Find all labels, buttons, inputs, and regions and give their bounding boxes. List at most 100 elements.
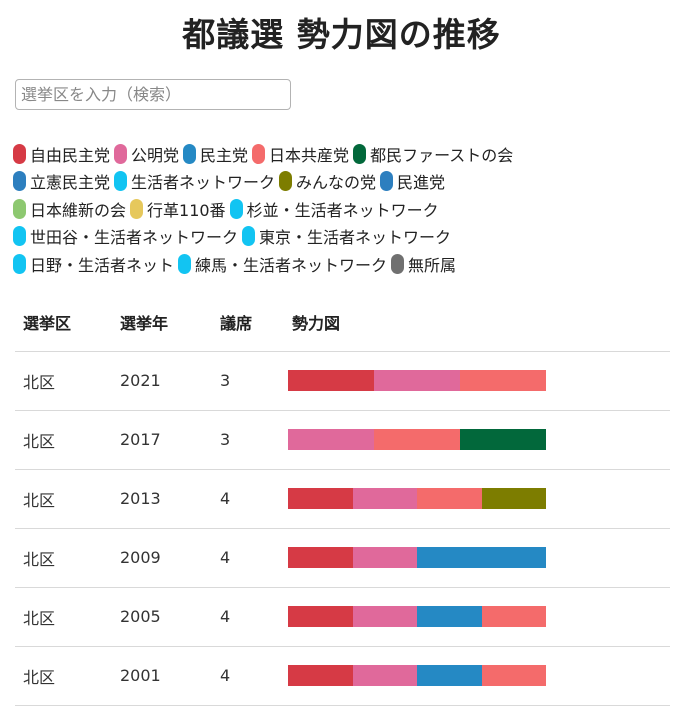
column-header-year[interactable]: 選挙年	[112, 293, 212, 352]
results-table: 選挙区 選挙年 議席 勢力図 北区 2021 3 北区 2017 3 北区 2013 4 北区 20…	[15, 293, 670, 706]
page-title: 都議選 勢力図の推移	[182, 15, 501, 54]
legend-swatch	[252, 143, 266, 164]
seat-segment	[288, 665, 353, 686]
legend-item[interactable]: 杉並・生活者ネットワーク	[229, 197, 439, 221]
seat-bar	[288, 370, 546, 391]
seat-segment	[288, 606, 353, 627]
legend-item[interactable]: 日野・生活者ネット	[13, 252, 174, 276]
district-cell: 北区	[15, 469, 112, 529]
seat-segment	[460, 429, 546, 450]
legend-label: 日野・生活者ネット	[30, 255, 175, 275]
legend-row: 世田谷・生活者ネットワーク 東京・生活者ネットワーク	[13, 223, 653, 251]
legend-label: みんなの党	[296, 173, 377, 193]
legend-swatch	[130, 198, 144, 219]
legend-swatch	[279, 171, 293, 192]
legend-item[interactable]: 都民ファーストの会	[353, 142, 513, 166]
seat-segment	[352, 665, 417, 686]
legend-item[interactable]: 民主党	[183, 142, 248, 166]
legend-swatch	[114, 143, 128, 164]
table-row: 北区 2021 3	[15, 351, 670, 411]
legend-item[interactable]: 無所属	[391, 252, 456, 276]
legend-swatch	[391, 253, 405, 274]
table-row: 北区 2005 4	[15, 587, 670, 647]
seat-segment	[417, 488, 482, 509]
seat-segment	[417, 665, 482, 686]
legend-label: 日本共産党	[269, 145, 350, 165]
power-map-cell	[284, 646, 670, 706]
legend-item[interactable]: 公明党	[114, 142, 179, 166]
legend-label: 民主党	[200, 145, 249, 165]
year-cell: 2005	[112, 587, 212, 647]
seats-cell: 4	[212, 469, 284, 529]
legend-swatch	[13, 143, 26, 164]
district-search-input[interactable]	[15, 79, 291, 110]
legend-label: 世田谷・生活者ネットワーク	[30, 228, 239, 248]
district-cell: 北区	[15, 351, 112, 411]
seat-segment	[352, 547, 417, 568]
year-cell: 2017	[112, 410, 212, 470]
legend-item[interactable]: みんなの党	[279, 169, 376, 193]
seat-segment	[288, 429, 374, 450]
seats-cell: 3	[212, 410, 284, 470]
year-cell: 2013	[112, 469, 212, 529]
table-row: 北区 2009 4	[15, 528, 670, 588]
legend-swatch	[353, 143, 367, 164]
legend-label: 都民ファーストの会	[370, 145, 514, 165]
seat-segment	[481, 606, 546, 627]
legend-item[interactable]: 世田谷・生活者ネットワーク	[13, 224, 238, 248]
power-map-cell	[284, 587, 670, 647]
seats-cell: 4	[212, 646, 284, 706]
legend-item[interactable]: 自由民主党	[13, 142, 110, 166]
year-cell: 2021	[112, 351, 212, 411]
legend-swatch	[242, 226, 256, 247]
legend-item[interactable]: 行革110番	[130, 197, 226, 221]
seat-bar	[288, 606, 546, 627]
legend-row: 自由民主党 公明党 民主党 日本共産党 都民ファーストの会	[13, 140, 653, 168]
district-cell: 北区	[15, 646, 112, 706]
seats-cell: 4	[212, 528, 284, 588]
seat-segment	[352, 606, 417, 627]
column-header-power-map: 勢力図	[284, 293, 670, 352]
seat-segment	[481, 665, 546, 686]
legend-item[interactable]: 東京・生活者ネットワーク	[242, 224, 451, 248]
column-header-district[interactable]: 選挙区	[15, 293, 112, 352]
legend-label: 生活者ネットワーク	[131, 173, 276, 193]
seats-cell: 4	[212, 587, 284, 647]
legend-swatch	[13, 198, 26, 219]
legend-label: 練馬・生活者ネットワーク	[195, 255, 388, 275]
seat-segment	[417, 547, 482, 568]
legend-item[interactable]: 日本共産党	[252, 142, 349, 166]
legend-item[interactable]: 練馬・生活者ネットワーク	[178, 252, 387, 276]
seat-segment	[481, 488, 546, 509]
power-map-cell	[284, 469, 670, 529]
legend-swatch	[380, 171, 394, 192]
seat-segment	[481, 547, 546, 568]
legend-item[interactable]: 生活者ネットワーク	[114, 169, 275, 193]
legend-item[interactable]: 日本維新の会	[13, 197, 126, 221]
legend-swatch	[229, 198, 243, 219]
seat-bar	[288, 429, 546, 450]
seat-segment	[460, 370, 546, 391]
seat-segment	[352, 488, 417, 509]
power-map-cell	[284, 351, 670, 411]
year-cell: 2001	[112, 646, 212, 706]
legend-label: 民進党	[397, 173, 446, 193]
legend-label: 行革110番	[147, 200, 226, 220]
legend-label: 公明党	[131, 145, 180, 165]
table-row: 北区 2001 4	[15, 646, 670, 706]
legend-swatch	[178, 253, 192, 274]
seat-segment	[417, 606, 482, 627]
legend-label: 杉並・生活者ネットワーク	[246, 200, 439, 220]
legend-item[interactable]: 立憲民主党	[13, 169, 110, 193]
legend-row: 日野・生活者ネット 練馬・生活者ネットワーク 無所属	[13, 250, 653, 278]
legend-row: 立憲民主党 生活者ネットワーク みんなの党 民進党	[13, 168, 653, 196]
table-row: 北区 2017 3	[15, 410, 670, 470]
legend-item[interactable]: 民進党	[380, 169, 445, 193]
legend-label: 東京・生活者ネットワーク	[259, 228, 452, 248]
seats-cell: 3	[212, 351, 284, 411]
seat-segment	[374, 370, 460, 391]
legend-label: 無所属	[408, 255, 457, 275]
year-cell: 2009	[112, 528, 212, 588]
seat-segment	[288, 370, 374, 391]
column-header-seats[interactable]: 議席	[212, 293, 284, 352]
